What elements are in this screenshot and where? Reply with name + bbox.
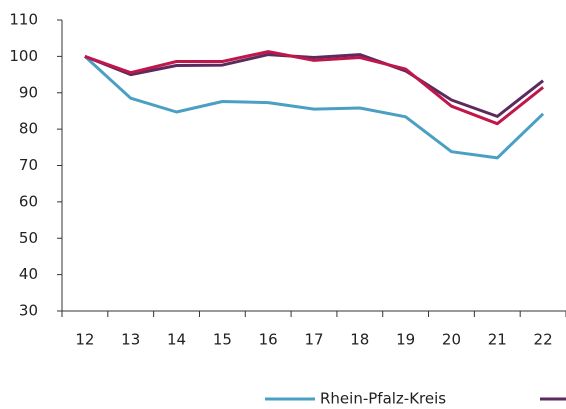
x-tick-label: 14 [167, 331, 186, 349]
series-line [83, 55, 545, 160]
y-tick-label: 30 [19, 302, 38, 320]
series-line [84, 53, 545, 118]
x-tick-label: 12 [75, 331, 94, 349]
x-tick-label: 15 [213, 331, 232, 349]
y-tick-label: 100 [9, 47, 38, 65]
x-tick-label: 22 [534, 331, 553, 349]
series-line [84, 50, 545, 126]
x-tick-label: 17 [304, 331, 323, 349]
y-tick-label: 40 [19, 265, 38, 283]
x-tick-label: 21 [488, 331, 507, 349]
legend-label: Rhein-Pfalz-Kreis [320, 390, 446, 408]
y-tick-label: 90 [19, 83, 38, 101]
x-tick-label: 16 [259, 331, 278, 349]
y-tick-label: 50 [19, 229, 38, 247]
x-tick-label: 20 [442, 331, 461, 349]
x-tick-label: 19 [396, 331, 415, 349]
x-tick-label: 18 [350, 331, 369, 349]
x-tick-label: 13 [121, 331, 140, 349]
y-tick-label: 70 [19, 156, 38, 174]
y-tick-label: 60 [19, 192, 38, 210]
y-tick-label: 110 [9, 11, 38, 29]
y-tick-label: 80 [19, 120, 38, 138]
